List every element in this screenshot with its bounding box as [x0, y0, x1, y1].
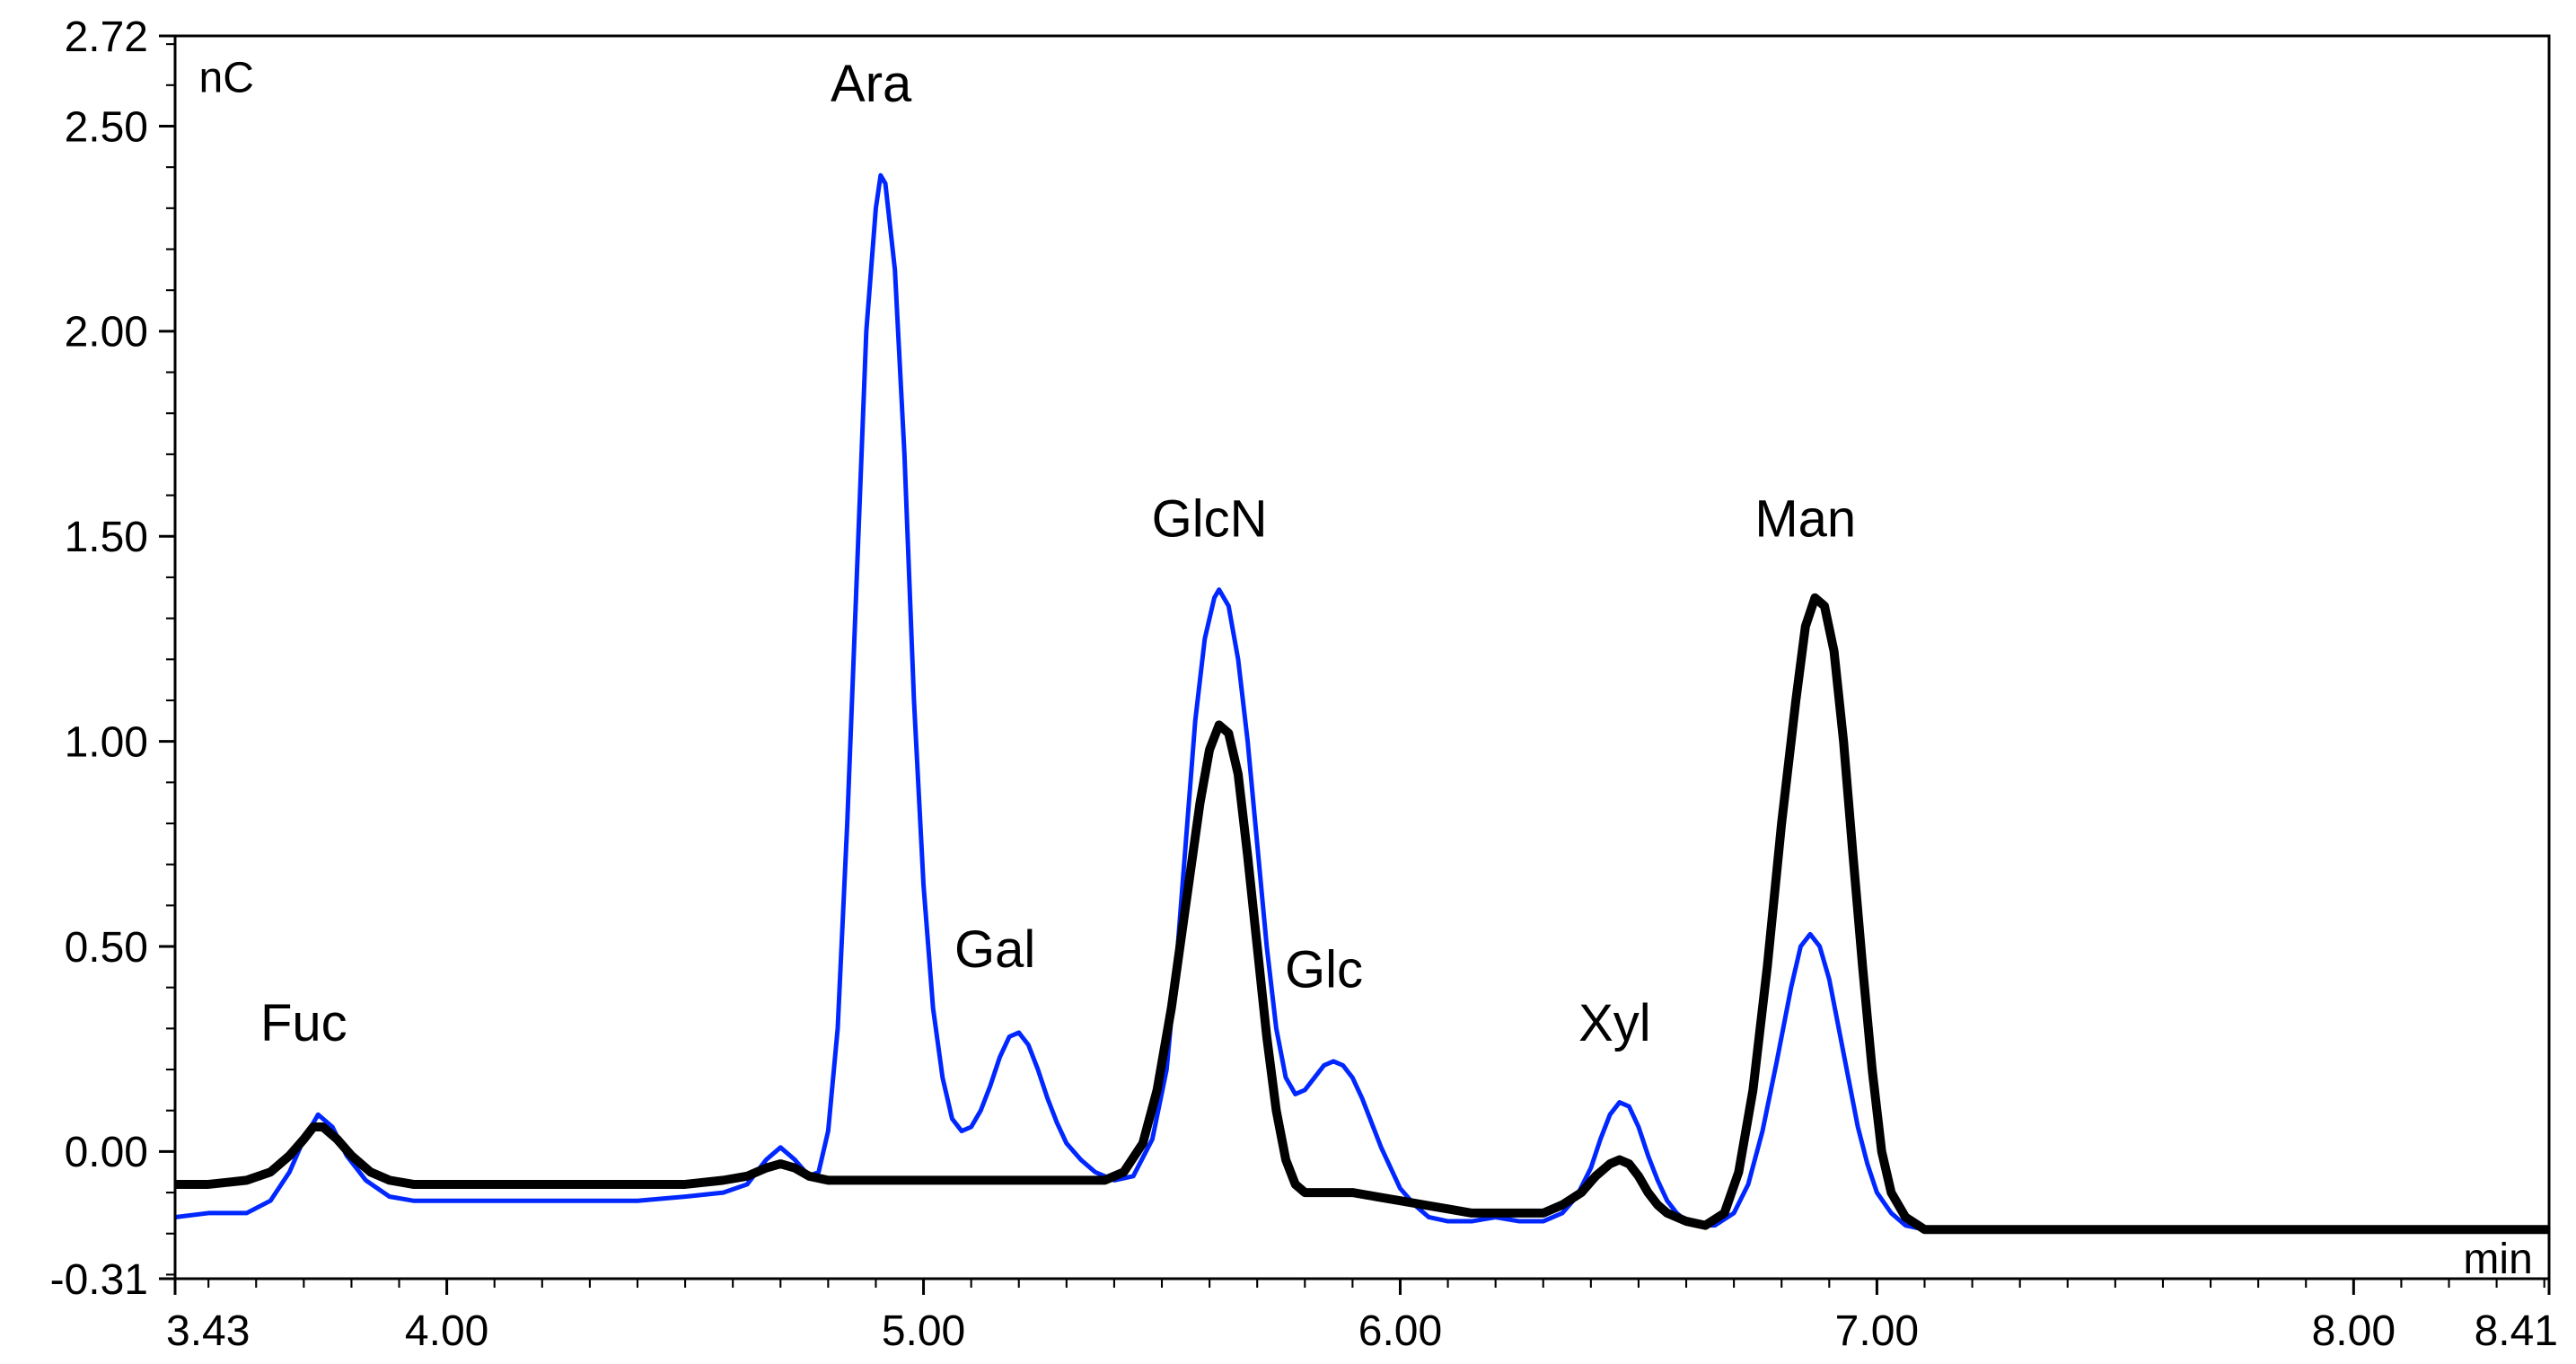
y-tick-label: 0.00	[65, 1129, 148, 1176]
chromatogram-chart: 3.43 4.00 5.00 6.00 7.00 8.00 8.41 -0.31 0.00 0.5…	[0, 0, 2576, 1364]
peak-label-glcn: GlcN	[1152, 489, 1268, 548]
peak-label-ara: Ara	[831, 55, 912, 113]
y-unit-label: nC	[199, 54, 254, 101]
x-tick-label: 7.00	[1835, 1307, 1919, 1355]
y-tick-label: 2.72	[65, 13, 148, 61]
x-tick-label: 5.00	[882, 1307, 965, 1355]
y-tick-label: 1.00	[65, 718, 148, 766]
y-tick-label: 2.00	[65, 309, 148, 356]
peak-label-fuc: Fuc	[260, 994, 347, 1052]
x-tick-label: 4.00	[405, 1307, 488, 1355]
x-tick-label: 6.00	[1358, 1307, 1442, 1355]
x-tick-label: 3.43	[166, 1307, 250, 1355]
y-tick-label: 0.50	[65, 924, 148, 972]
y-tick-label: 1.50	[65, 514, 148, 561]
x-tick-label: 8.00	[2312, 1307, 2396, 1355]
peak-label-man: Man	[1754, 489, 1856, 548]
y-tick-label: 2.50	[65, 103, 148, 151]
peak-label-gal: Gal	[954, 920, 1035, 979]
peak-label-xyl: Xyl	[1578, 994, 1651, 1052]
x-tick-label: 8.41	[2475, 1307, 2558, 1355]
chart-container: 3.43 4.00 5.00 6.00 7.00 8.00 8.41 -0.31 0.00 0.5…	[0, 0, 2576, 1364]
x-unit-label: min	[2463, 1236, 2532, 1283]
y-tick-label: -0.31	[50, 1256, 148, 1304]
peak-label-glc: Glc	[1285, 941, 1363, 999]
